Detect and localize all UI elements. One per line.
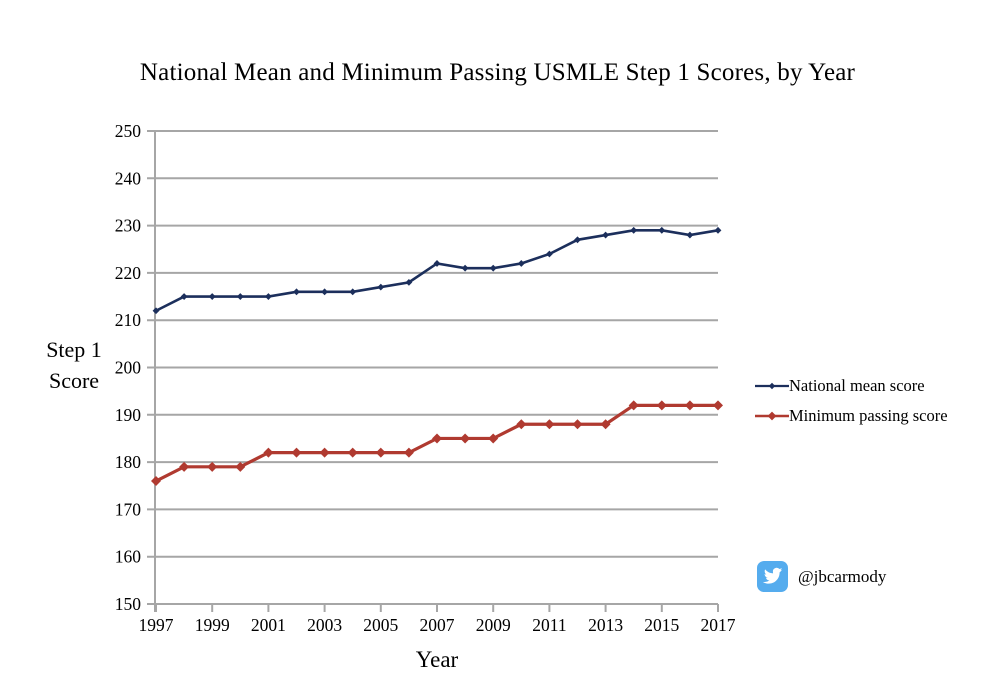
x-tick-label: 1999	[195, 615, 230, 635]
chart-title: National Mean and Minimum Passing USMLE …	[139, 59, 856, 86]
x-tick-label: 2005	[363, 615, 398, 635]
y-tick-label: 200	[115, 358, 142, 378]
legend-item-national-mean: National mean score	[755, 371, 948, 401]
y-tick-label: 230	[115, 216, 142, 236]
twitter-attribution: @jbcarmody	[757, 561, 886, 592]
data-point-marker	[208, 293, 216, 300]
x-tick-label: 2003	[307, 615, 342, 635]
series-national-mean	[152, 226, 722, 315]
data-point-marker	[489, 264, 497, 272]
y-axis-title-line1: Step 1	[46, 337, 102, 362]
x-tick-label: 2001	[251, 615, 286, 635]
y-axis-title-line2: Score	[48, 368, 100, 393]
legend-marker-national-mean-icon	[755, 379, 789, 393]
x-axis-title: Year	[415, 647, 459, 672]
legend: National mean score Minimum passing scor…	[755, 371, 948, 431]
data-point-marker	[263, 447, 274, 458]
y-axis-title: Step 1 Score	[8, 334, 140, 396]
data-point-marker	[293, 288, 300, 296]
data-point-marker	[656, 400, 667, 411]
data-point-marker	[349, 288, 357, 296]
data-point-marker	[347, 447, 358, 458]
y-tick-label: 220	[115, 263, 142, 283]
data-point-marker	[180, 293, 188, 300]
data-point-marker	[630, 226, 638, 234]
x-tick-label: 1997	[139, 615, 174, 635]
data-point-marker	[207, 461, 218, 472]
y-tick-label: 250	[115, 121, 142, 141]
data-point-marker	[628, 400, 639, 411]
data-point-marker	[433, 260, 441, 267]
y-tick-label: 210	[115, 310, 142, 330]
data-point-marker	[714, 226, 722, 234]
x-tick-label: 2015	[644, 615, 679, 635]
data-point-marker	[544, 419, 555, 430]
axes: 1997 1999 2001 2003 2005 2007 2009 2011 2013 2015…	[139, 131, 736, 635]
data-point-marker	[546, 250, 553, 258]
y-tick-label: 240	[115, 168, 142, 188]
legend-marker-minimum-passing-icon	[755, 409, 789, 423]
data-point-marker	[265, 293, 272, 300]
y-tick-label: 150	[115, 594, 142, 614]
data-point-marker	[236, 293, 244, 300]
data-point-marker	[684, 400, 695, 411]
x-tick-label: 2009	[476, 615, 511, 635]
data-point-marker	[600, 419, 611, 430]
data-point-marker	[460, 433, 471, 444]
data-point-marker	[517, 260, 525, 267]
data-point-marker	[375, 447, 386, 458]
data-point-marker	[403, 447, 414, 458]
data-point-marker	[602, 231, 609, 239]
y-tick-label: 190	[115, 405, 142, 425]
data-point-marker	[488, 433, 499, 444]
legend-item-minimum-passing: Minimum passing score	[755, 401, 948, 431]
data-point-marker	[574, 236, 581, 244]
y-tick-label: 180	[115, 452, 142, 472]
data-point-marker	[432, 433, 442, 444]
data-point-marker	[686, 231, 694, 239]
data-point-marker	[319, 447, 330, 458]
y-tick-label: 170	[115, 499, 142, 519]
y-tick-label: 160	[115, 547, 142, 567]
data-point-marker	[235, 461, 246, 472]
data-point-marker	[151, 476, 161, 487]
data-point-marker	[179, 461, 190, 472]
gridlines-and-yticks: 150 160 170 180 190 200 210 220 230 240 250	[115, 121, 718, 614]
twitter-bird-icon	[757, 561, 788, 592]
data-point-marker	[405, 278, 413, 286]
x-tick-label: 2011	[532, 615, 566, 635]
data-point-marker	[461, 264, 469, 272]
legend-label-national-mean: National mean score	[789, 376, 925, 395]
data-point-marker	[572, 419, 583, 430]
series-minimum-passing	[151, 400, 723, 487]
x-tick-label: 2013	[588, 615, 623, 635]
legend-label-minimum-passing: Minimum passing score	[789, 406, 948, 425]
twitter-handle: @jbcarmody	[798, 566, 887, 586]
data-point-marker	[713, 400, 723, 411]
x-tick-label: 2007	[420, 615, 455, 635]
data-point-marker	[377, 283, 385, 291]
x-tick-label: 2017	[701, 615, 736, 635]
data-point-marker	[291, 447, 302, 458]
data-point-marker	[321, 288, 328, 296]
data-point-marker	[658, 226, 666, 234]
data-point-marker	[152, 307, 160, 315]
data-point-marker	[516, 419, 527, 430]
